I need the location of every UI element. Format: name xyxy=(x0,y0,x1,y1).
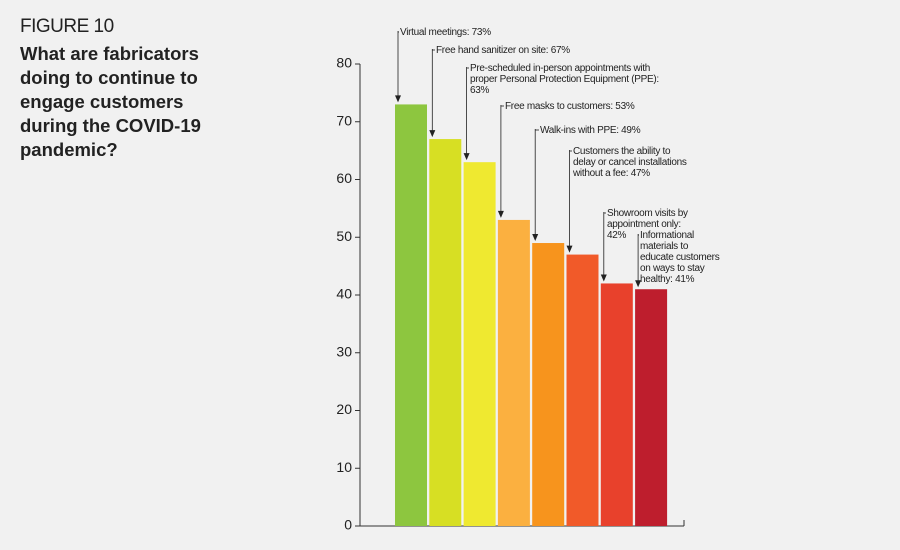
y-tick-label: 20 xyxy=(336,401,352,417)
figure-label: FIGURE 10 xyxy=(20,16,114,37)
chart-title: What are fabricators doing to continue t… xyxy=(20,43,201,160)
y-tick-label: 50 xyxy=(336,228,352,244)
arrow-head xyxy=(497,210,504,218)
bar xyxy=(463,162,496,527)
data-label: Free hand sanitizer on site: 67% xyxy=(436,45,570,56)
arrow-head xyxy=(600,274,607,282)
data-label: Virtual meetings: 73% xyxy=(400,27,491,38)
bar xyxy=(395,104,427,527)
bar xyxy=(566,254,599,526)
bar xyxy=(429,139,462,526)
bar xyxy=(600,283,633,526)
y-tick-label: 60 xyxy=(336,170,352,186)
arrow-head xyxy=(395,95,401,103)
arrow-head xyxy=(635,280,642,288)
arrow-head xyxy=(532,234,539,242)
bar xyxy=(635,289,668,526)
y-tick-label: 70 xyxy=(336,112,352,128)
data-label: Informational materials to educate custo… xyxy=(640,230,720,285)
data-label: Showroom visits by appointment only: 42% xyxy=(607,208,688,241)
y-tick-label: 80 xyxy=(336,55,352,71)
y-tick-label: 10 xyxy=(336,459,352,475)
data-label: Free masks to customers: 53% xyxy=(505,101,635,112)
data-label: Customers the ability to delay or cancel… xyxy=(573,146,687,179)
y-tick-label: 30 xyxy=(336,343,352,359)
arrow-head xyxy=(463,153,470,161)
arrow-head xyxy=(429,130,436,138)
bar xyxy=(532,243,565,526)
data-label: Walk-ins with PPE: 49% xyxy=(540,125,641,136)
arrow-head xyxy=(566,245,573,253)
data-label: Pre-scheduled in-person appointments wit… xyxy=(470,63,659,96)
y-tick-label: 0 xyxy=(344,517,352,533)
y-tick-label: 40 xyxy=(336,286,352,302)
bar xyxy=(497,219,530,527)
